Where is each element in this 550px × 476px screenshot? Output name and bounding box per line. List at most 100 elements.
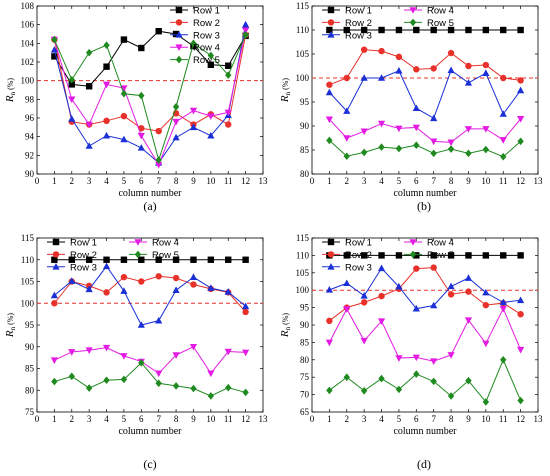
x-tick-label: 7 xyxy=(156,176,161,186)
series-line xyxy=(329,267,521,310)
legend-label: Row 3 xyxy=(345,30,372,41)
legend-marker xyxy=(175,44,183,51)
x-tick-label: 9 xyxy=(191,414,196,424)
data-point xyxy=(242,27,250,35)
data-point xyxy=(138,256,145,263)
x-axis-label: column number xyxy=(118,188,182,199)
x-tick-label: 10 xyxy=(481,176,491,186)
y-tick-label: 75 xyxy=(300,372,310,382)
x-tick-label: 3 xyxy=(362,176,367,186)
x-tick-label: 6 xyxy=(414,176,419,186)
data-point xyxy=(85,142,93,149)
data-point xyxy=(413,370,420,378)
data-point xyxy=(155,273,162,280)
data-point xyxy=(172,133,180,141)
data-point xyxy=(378,47,385,55)
data-point xyxy=(207,131,215,139)
data-point xyxy=(103,376,110,385)
data-point xyxy=(482,26,490,34)
data-point xyxy=(343,135,351,142)
data-point xyxy=(137,132,145,140)
x-tick-label: 1 xyxy=(327,176,332,186)
legend-marker xyxy=(327,19,335,26)
legend-label: Row 1 xyxy=(345,6,372,17)
legend-entry: Row 3 xyxy=(322,30,372,41)
series-line xyxy=(329,140,521,158)
data-point xyxy=(517,77,524,84)
legend-entry: Row 3 xyxy=(170,30,220,41)
series-group xyxy=(326,26,524,34)
legend-marker xyxy=(175,55,183,64)
data-point xyxy=(412,304,420,312)
data-point xyxy=(225,383,232,392)
legend-entry: Row 5 xyxy=(404,250,454,261)
series-line xyxy=(53,30,247,166)
data-point xyxy=(138,44,145,52)
data-point xyxy=(326,136,333,145)
legend-entry: Row 1 xyxy=(170,6,220,17)
legend-marker xyxy=(409,239,417,246)
data-point xyxy=(343,279,351,287)
data-point xyxy=(68,256,75,263)
data-point xyxy=(326,386,333,395)
data-point xyxy=(377,120,386,128)
legend-entry: Row 2 xyxy=(322,18,372,29)
data-point xyxy=(343,107,351,114)
panel-label: (c) xyxy=(143,457,156,471)
y-tick-label: 105 xyxy=(296,49,310,59)
data-point xyxy=(395,385,403,394)
legend-entry: Row 4 xyxy=(170,43,220,54)
data-point xyxy=(189,123,198,131)
data-point xyxy=(326,81,333,88)
data-point xyxy=(155,379,162,388)
data-point xyxy=(207,370,215,378)
y-tick-label: 105 xyxy=(296,268,310,278)
data-point xyxy=(430,264,437,271)
legend-label: Row 5 xyxy=(427,250,454,261)
data-point xyxy=(242,349,250,357)
data-point xyxy=(500,356,507,364)
data-point xyxy=(225,62,232,69)
x-tick-label: 13 xyxy=(534,176,544,186)
legend-entry: Row 4 xyxy=(129,238,179,249)
series-line xyxy=(53,24,247,164)
x-tick-label: 5 xyxy=(397,414,402,424)
y-tick-label: 80 xyxy=(300,355,310,365)
x-tick-label: 1 xyxy=(327,414,332,424)
data-point xyxy=(225,71,232,79)
data-point xyxy=(517,137,524,146)
y-tick-label: 90 xyxy=(300,320,310,330)
data-point xyxy=(430,149,437,158)
series-group xyxy=(51,31,249,164)
y-axis-label: Rn(%) xyxy=(279,313,292,339)
legend-entry: Row 5 xyxy=(129,250,179,261)
x-tick-label: 8 xyxy=(449,414,454,424)
data-point xyxy=(155,256,162,263)
legend-entry: Row 3 xyxy=(47,262,97,273)
x-axis-label: column number xyxy=(393,426,457,437)
y-tick-label: 110 xyxy=(21,255,35,265)
data-point xyxy=(120,112,128,120)
data-point xyxy=(378,252,385,259)
data-point xyxy=(103,256,110,263)
data-point xyxy=(500,252,507,259)
legend-entry: Row 5 xyxy=(170,55,220,66)
data-point xyxy=(68,277,76,284)
legend-marker xyxy=(327,238,335,246)
data-point xyxy=(207,61,215,68)
data-point xyxy=(207,113,215,120)
data-point xyxy=(482,398,490,406)
data-point xyxy=(242,31,249,39)
data-point xyxy=(103,117,110,125)
data-point xyxy=(120,287,128,294)
data-point xyxy=(189,343,198,351)
data-point xyxy=(68,349,76,356)
x-tick-label: 0 xyxy=(35,414,40,424)
data-point xyxy=(517,26,524,34)
legend-marker xyxy=(327,6,335,14)
data-point xyxy=(412,354,420,362)
data-point xyxy=(103,289,110,296)
data-point xyxy=(242,388,249,397)
y-tick-label: 95 xyxy=(300,97,310,107)
